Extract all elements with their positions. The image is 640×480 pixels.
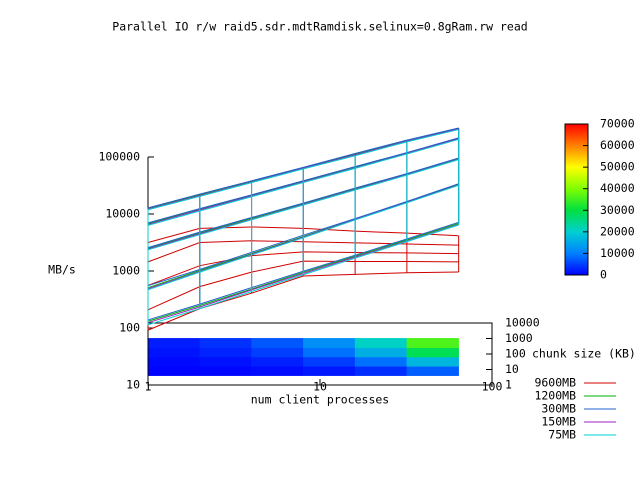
base-map-cell — [251, 366, 304, 376]
z-tick-label: 100 — [119, 321, 140, 335]
y-tick-label: 1 — [505, 378, 512, 392]
base-map-cell — [251, 347, 304, 358]
x-tick-label: 10 — [313, 380, 327, 394]
x-tick-label: 100 — [482, 380, 503, 394]
legend-label: 1200MB — [534, 389, 576, 403]
base-map-cell — [303, 338, 356, 348]
z-tick-label: 100000 — [98, 150, 140, 164]
base-map-cell — [251, 338, 304, 348]
base-map-cell — [251, 356, 304, 367]
z-axis-label: MB/s — [48, 263, 76, 277]
base-map-cell — [147, 347, 201, 358]
z-tick-label: 10 — [126, 378, 140, 392]
colorbox-tick-label: 10000 — [600, 246, 635, 260]
colorbox-tick-label: 70000 — [600, 117, 635, 131]
base-map-cell — [303, 356, 356, 367]
base-map-cell — [354, 366, 408, 376]
base-map-cell — [303, 366, 356, 376]
base-map-cell — [199, 356, 252, 367]
base-map-cell — [147, 366, 201, 376]
y-tick-label: 10000 — [505, 316, 540, 330]
base-map-cell — [406, 347, 459, 358]
base-map-cell — [147, 338, 201, 348]
chart-title: Parallel IO r/w raid5.sdr.mdtRamdisk.sel… — [112, 20, 527, 34]
colorbox — [564, 123, 589, 276]
base-map-cell — [354, 338, 408, 348]
y-tick-label: 1000 — [505, 331, 533, 345]
legend-label: 300MB — [541, 402, 576, 416]
y-tick-label: 100 — [505, 347, 526, 361]
legend-label: 75MB — [548, 428, 576, 442]
colorbox-tick-label: 50000 — [600, 160, 635, 174]
base-map-cell — [199, 338, 252, 348]
base-map-cell — [354, 347, 408, 358]
base-map-cell — [199, 347, 252, 358]
base-map-cell — [406, 338, 459, 348]
colorbox-tick-label: 20000 — [600, 224, 635, 238]
y-axis-label: chunk size (KB) — [532, 347, 636, 361]
x-tick-label: 1 — [145, 380, 152, 394]
z-tick-label: 10000 — [105, 207, 140, 221]
base-map-cell — [354, 356, 408, 367]
colorbox-tick-label: 40000 — [600, 181, 635, 195]
legend-label: 150MB — [541, 415, 576, 429]
base-map-cell — [199, 366, 252, 376]
z-tick-label: 1000 — [112, 264, 140, 278]
y-tick-label: 10 — [505, 362, 519, 376]
base-map-cell — [406, 366, 459, 376]
base-map-cell — [147, 356, 201, 367]
x-axis-label: num client processes — [251, 393, 389, 407]
colorbox-tick-label: 0 — [600, 268, 607, 282]
colorbox-tick-label: 60000 — [600, 138, 635, 152]
legend-label: 9600MB — [534, 376, 576, 390]
base-map-cell — [303, 347, 356, 358]
colorbox-tick-label: 30000 — [600, 203, 635, 217]
base-map-cell — [406, 356, 459, 367]
